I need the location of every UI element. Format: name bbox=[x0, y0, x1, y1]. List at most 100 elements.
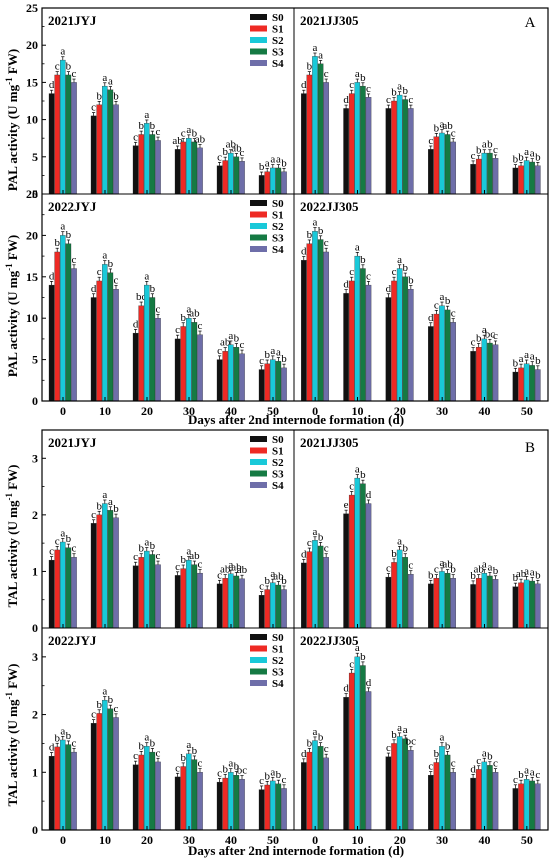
significance-label: b bbox=[281, 157, 287, 169]
bar-s4-20 bbox=[408, 750, 414, 831]
significance-label: e bbox=[344, 499, 349, 511]
significance-label: b bbox=[402, 262, 408, 274]
significance-label: a bbox=[355, 642, 360, 654]
significance-label: b bbox=[318, 225, 324, 237]
y-tick-label: 5 bbox=[32, 150, 38, 164]
significance-label: c bbox=[428, 135, 433, 147]
bar-s3-30 bbox=[444, 754, 451, 831]
significance-label: ab bbox=[237, 564, 248, 576]
bar-s4-50 bbox=[535, 165, 541, 195]
significance-label: ab bbox=[189, 308, 200, 320]
legend-swatch-s0 bbox=[250, 436, 267, 442]
bar-s0-20 bbox=[132, 145, 139, 195]
significance-label: b bbox=[222, 763, 228, 775]
bar-s3-10 bbox=[360, 665, 366, 831]
bar-s4-30 bbox=[450, 578, 456, 629]
significance-label: c bbox=[217, 767, 222, 779]
significance-label: a bbox=[270, 766, 275, 778]
significance-label: a bbox=[482, 139, 487, 151]
significance-label: c bbox=[282, 774, 287, 786]
significance-label: c bbox=[476, 755, 481, 767]
significance-label: c bbox=[55, 535, 60, 547]
significance-label: d bbox=[366, 489, 372, 501]
significance-label: a bbox=[482, 559, 487, 571]
legend-swatch-s3 bbox=[250, 470, 267, 477]
significance-label: c bbox=[451, 128, 456, 140]
significance-label: a bbox=[440, 291, 445, 303]
significance-label: b bbox=[450, 564, 456, 576]
bar-s4-50 bbox=[281, 171, 287, 195]
bar-s2-20 bbox=[144, 284, 150, 402]
significance-label: a bbox=[524, 146, 529, 158]
significance-label: b bbox=[391, 87, 397, 99]
significance-label: a bbox=[228, 559, 233, 571]
significance-label: c bbox=[133, 131, 138, 143]
bar-s4-50 bbox=[281, 367, 287, 402]
bar-s3-0 bbox=[65, 243, 72, 402]
significance-label: b bbox=[360, 72, 366, 84]
bar-s2-20 bbox=[396, 549, 403, 629]
bar-s1-30 bbox=[433, 136, 440, 195]
bar-s4-50 bbox=[535, 783, 541, 831]
bar-s0-50 bbox=[258, 369, 265, 402]
bar-s4-0 bbox=[323, 82, 329, 195]
significance-label: d bbox=[49, 270, 55, 282]
bar-s0-10 bbox=[343, 293, 349, 402]
bar-s3-40 bbox=[487, 342, 493, 402]
significance-label: b bbox=[476, 145, 482, 157]
significance-label: bc bbox=[136, 291, 147, 303]
bar-s4-10 bbox=[113, 717, 119, 831]
significance-label: b bbox=[434, 748, 440, 760]
bar-s4-40 bbox=[492, 772, 499, 831]
significance-label: b bbox=[96, 500, 102, 512]
x-tick-label: 20 bbox=[141, 404, 153, 418]
bar-s4-40 bbox=[239, 779, 245, 831]
bar-s2-50 bbox=[523, 579, 530, 629]
bar-s2-30 bbox=[439, 571, 445, 629]
significance-label: b bbox=[518, 151, 524, 163]
plot-frame bbox=[41, 429, 549, 831]
x-tick-label: 10 bbox=[352, 404, 364, 418]
significance-label: ab bbox=[474, 564, 485, 576]
legend-label-s3: S3 bbox=[272, 47, 284, 59]
bar-s2-0 bbox=[312, 231, 318, 402]
significance-label: a bbox=[265, 157, 270, 169]
significance-label: c bbox=[240, 147, 245, 159]
bar-s4-10 bbox=[365, 691, 372, 831]
bar-s1-10 bbox=[96, 280, 102, 402]
significance-label: b bbox=[307, 737, 313, 749]
y-tick-label: 10 bbox=[26, 113, 38, 127]
significance-label: d bbox=[343, 94, 349, 106]
significance-label: c bbox=[349, 266, 354, 278]
bar-s3-30 bbox=[191, 564, 198, 629]
bar-s4-30 bbox=[197, 334, 203, 402]
bar-s0-50 bbox=[258, 789, 265, 831]
legend-swatch-s0 bbox=[250, 14, 267, 20]
significance-label: d bbox=[301, 79, 307, 91]
bar-s2-50 bbox=[270, 582, 276, 629]
bar-s2-10 bbox=[102, 699, 108, 831]
significance-label: c bbox=[259, 355, 264, 367]
significance-label: d bbox=[49, 79, 55, 91]
bar-s2-10 bbox=[354, 255, 361, 402]
bar-s0-30 bbox=[174, 776, 181, 831]
x-tick-label: 30 bbox=[436, 833, 448, 847]
bar-s0-20 bbox=[385, 297, 392, 402]
significance-label: d bbox=[133, 318, 139, 330]
significance-label: b bbox=[192, 128, 198, 140]
bar-s1-30 bbox=[433, 313, 440, 402]
bar-s1-0 bbox=[306, 751, 313, 831]
bar-s4-30 bbox=[450, 772, 456, 831]
significance-label: b bbox=[180, 554, 186, 566]
significance-label: b bbox=[487, 139, 493, 151]
bar-s2-0 bbox=[60, 59, 66, 195]
significance-label: c bbox=[198, 559, 203, 571]
x-tick-label: 20 bbox=[141, 833, 153, 847]
significance-label: bc bbox=[406, 736, 417, 748]
significance-label: a bbox=[519, 353, 524, 365]
legend-swatch-s3 bbox=[250, 668, 267, 675]
bar-s4-0 bbox=[71, 557, 77, 629]
bar-s4-0 bbox=[71, 268, 77, 402]
bar-s4-10 bbox=[365, 503, 372, 629]
